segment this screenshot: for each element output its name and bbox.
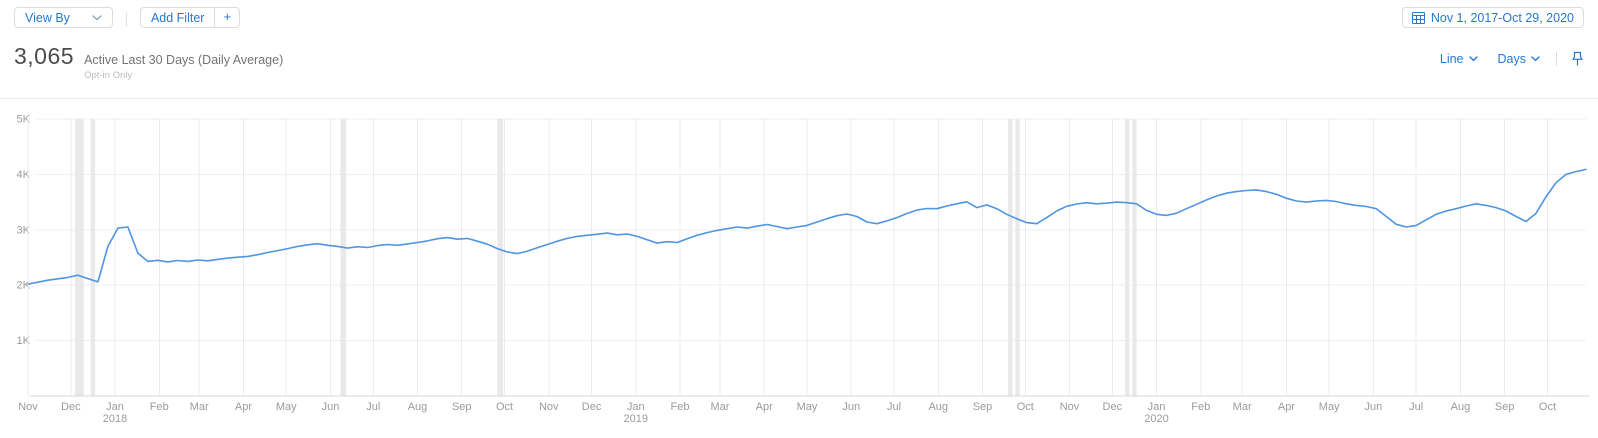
y-axis-label: 2K (17, 280, 31, 292)
x-axis-label: Nov (539, 401, 559, 413)
x-axis-label: Apr (235, 401, 252, 413)
metric-labels: Active Last 30 Days (Daily Average) Opt-… (84, 53, 283, 81)
x-axis-label: Aug (928, 401, 948, 413)
x-axis-label: Mar (1233, 401, 1252, 413)
x-axis-label: Oct (1539, 401, 1556, 413)
x-axis-label: Jun (322, 401, 340, 413)
x-axis-label: Jul (887, 401, 901, 413)
toolbar-left: View By Add Filter + (14, 7, 241, 28)
chart-type-label: Line (1439, 52, 1464, 66)
add-filter-button[interactable]: Add Filter + (139, 7, 241, 28)
view-by-dropdown[interactable]: View By (14, 7, 113, 28)
x-axis-label: Dec (1103, 401, 1123, 413)
x-axis-label: Sep (1495, 401, 1515, 413)
x-axis-label: Jan (627, 401, 645, 413)
x-axis-label: May (797, 401, 818, 413)
chart-type-dropdown[interactable]: Line (1440, 52, 1478, 66)
annotation-band (1008, 119, 1013, 396)
y-axis-label: 3K (17, 224, 31, 236)
chart-controls: Line Days (1440, 51, 1584, 67)
x-axis-year-label: 2018 (103, 413, 127, 425)
x-axis-label: Apr (1278, 401, 1295, 413)
series-line[interactable] (27, 168, 1587, 285)
metric-summary: 3,065 Active Last 30 Days (Daily Average… (14, 43, 283, 81)
toolbar-divider (125, 11, 127, 27)
annotation-band (1132, 119, 1137, 396)
date-range-picker[interactable]: Nov 1, 2017-Oct 29, 2020 (1401, 7, 1584, 28)
pin-to-dashboard-button[interactable] (1571, 51, 1584, 67)
metric-header: 3,065 Active Last 30 Days (Daily Average… (0, 43, 1598, 81)
x-axis-label: Jul (1409, 401, 1423, 413)
interval-dropdown[interactable]: Days (1498, 52, 1540, 66)
header-divider (0, 98, 1598, 99)
x-axis-label: Feb (671, 401, 690, 413)
y-axis-label: 4K (17, 169, 31, 181)
x-axis-label: Nov (1060, 401, 1080, 413)
x-axis-label: Apr (756, 401, 773, 413)
date-range-label: Nov 1, 2017-Oct 29, 2020 (1430, 10, 1574, 25)
y-axis-label: 5K (17, 114, 31, 126)
x-axis-label: Jun (1365, 401, 1383, 413)
x-axis-year-label: 2019 (624, 413, 648, 425)
interval-label: Days (1497, 52, 1526, 66)
x-axis-label: Jul (366, 401, 380, 413)
controls-divider (1556, 52, 1557, 66)
annotation-band (75, 119, 84, 396)
chevron-down-icon (1531, 56, 1540, 62)
annotation-band (90, 119, 96, 396)
x-axis-label: Jan (106, 401, 124, 413)
x-axis-label: Sep (452, 401, 472, 413)
pin-icon (1572, 51, 1583, 66)
annotation-band (1125, 119, 1130, 396)
x-axis-label: Aug (1451, 401, 1471, 413)
x-axis-label: Dec (61, 401, 81, 413)
x-axis-label: Jan (1148, 401, 1166, 413)
x-axis-label: May (276, 401, 297, 413)
chevron-down-icon (1468, 56, 1478, 62)
metric-value: 3,065 (14, 43, 75, 69)
annotation-band (1015, 119, 1020, 396)
x-axis-label: Oct (496, 401, 513, 413)
x-axis-year-label: 2020 (1144, 413, 1168, 425)
x-axis-label: Aug (408, 401, 428, 413)
annotation-band (340, 119, 347, 396)
x-axis-label: Sep (973, 401, 993, 413)
calendar-icon (1411, 11, 1425, 24)
x-axis-label: May (1319, 401, 1340, 413)
chart-area: 1K 2K 3K 4K 5K Nov Dec Jan 2018 Feb Mar Apr May Jun Ju… (0, 103, 1598, 438)
annotation-band (497, 119, 504, 396)
metric-label: Active Last 30 Days (Daily Average) (84, 53, 284, 67)
x-axis-label: Mar (710, 401, 729, 413)
metric-sublabel: Opt-in Only (84, 70, 133, 81)
y-axis-label: 1K (17, 335, 31, 347)
add-filter-plus-button[interactable]: + (214, 8, 239, 27)
x-axis-label: Nov (18, 401, 38, 413)
x-axis-label: Feb (1191, 401, 1210, 413)
toolbar: View By Add Filter + Nov (0, 0, 1598, 28)
chevron-down-icon (92, 15, 102, 21)
x-axis-label: Jun (842, 401, 860, 413)
add-filter-label: Add Filter (150, 10, 205, 25)
x-axis-label: Oct (1017, 401, 1034, 413)
view-by-label: View By (25, 10, 70, 25)
x-axis-label: Mar (190, 401, 209, 413)
x-axis-label: Feb (150, 401, 169, 413)
x-axis-label: Dec (582, 401, 602, 413)
